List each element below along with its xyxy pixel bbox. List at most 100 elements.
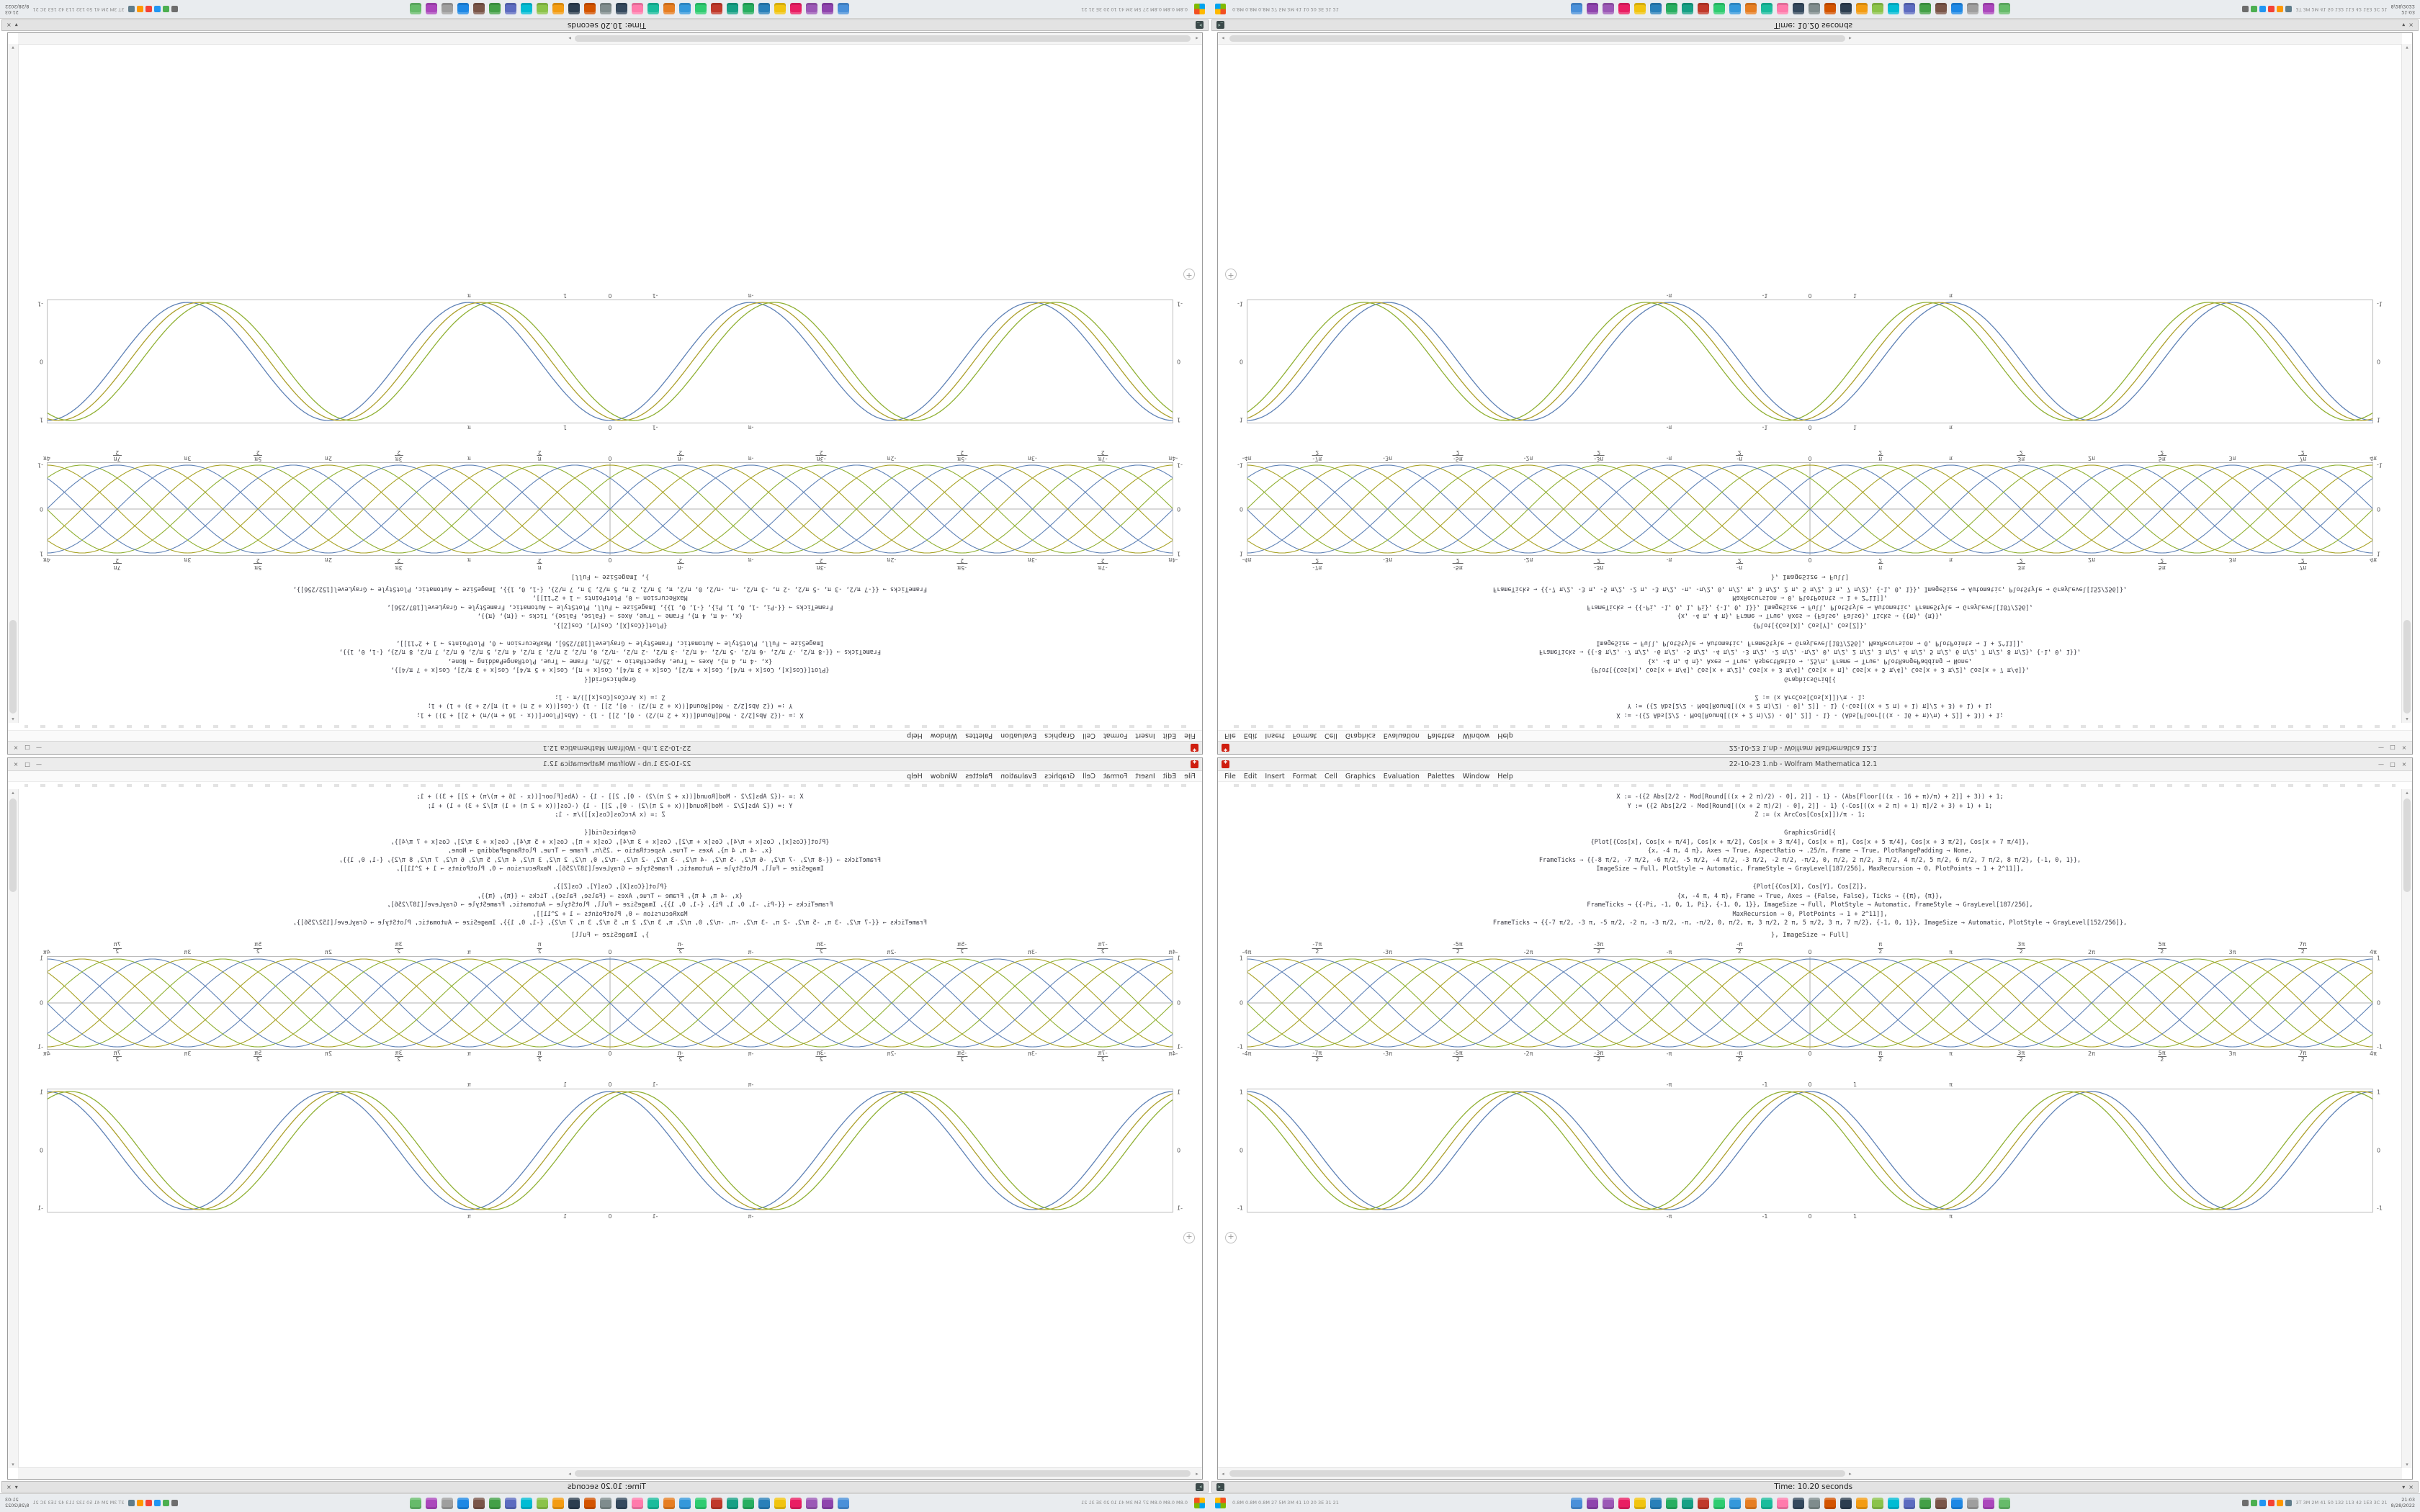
window-control-button[interactable]: — [2378, 761, 2384, 768]
menu-item[interactable]: Edit [1162, 732, 1177, 740]
taskbar-app-icon[interactable] [1999, 3, 2011, 15]
window-control-button[interactable]: — [36, 744, 42, 751]
menu-item[interactable]: Window [930, 772, 958, 780]
taskbar-app-icon[interactable] [568, 3, 580, 15]
menu-item[interactable]: Evaluation [1383, 772, 1420, 780]
menu-item[interactable]: File [1184, 772, 1196, 780]
tray-icon[interactable] [162, 6, 169, 12]
menu-item[interactable]: Format [1103, 772, 1128, 780]
taskbar-app-icon[interactable] [457, 1497, 469, 1509]
start-icon[interactable] [1215, 4, 1226, 14]
taskbar-app-icon[interactable] [821, 3, 833, 15]
taskbar-app-icon[interactable] [1666, 3, 1678, 15]
code-cell[interactable]: X := -({2 Abs[2/2 - Mod[Round[((x + 2 π)… [1218, 585, 2402, 720]
vertical-scroll-thumb[interactable] [9, 798, 17, 892]
taskbar-app-icon[interactable] [552, 3, 564, 15]
taskbar-app-icon[interactable] [1634, 3, 1646, 15]
tray-icon[interactable] [145, 6, 152, 12]
taskbar-app-icon[interactable] [1824, 1497, 1837, 1509]
horizontal-scrollbar[interactable]: ◂ ▸ [1218, 33, 2402, 45]
insert-cell-plus-icon[interactable]: + [1183, 269, 1195, 281]
horizontal-scrollbar[interactable]: ◂ ▸ [1218, 1467, 2402, 1479]
taskbar-app-icon[interactable] [774, 1497, 786, 1509]
window-control-button[interactable]: — [2378, 744, 2384, 751]
taskbar-app-icon[interactable] [1777, 1497, 1789, 1509]
tray-icon[interactable] [2259, 6, 2267, 12]
timer-bar-button[interactable]: × [6, 1483, 12, 1490]
code-cell[interactable]: X := -({2 Abs[2/2 - Mod[Round[((x + 2 π)… [1218, 793, 2402, 928]
tray-icon[interactable] [2259, 1500, 2267, 1506]
horizontal-scroll-thumb[interactable] [575, 1470, 1191, 1477]
tray-icon[interactable] [127, 1500, 135, 1506]
vertical-scroll-thumb[interactable] [2403, 798, 2411, 892]
menu-item[interactable]: Insert [1265, 732, 1285, 740]
menu-item[interactable]: Edit [1243, 772, 1258, 780]
menu-item[interactable]: Palettes [1427, 732, 1455, 740]
taskbar-app-icon[interactable] [425, 3, 437, 15]
menu-item[interactable]: File [1224, 732, 1236, 740]
taskbar-app-icon[interactable] [1761, 1497, 1773, 1509]
output-plot-braid[interactable]: -4π -7π 2 -3π -5π 2 -2π -3π 2 -π -π 2 0 π 2 π 3π 2 2π 5π 2 3π… [37, 941, 1183, 1063]
taskbar-app-icon[interactable] [441, 3, 453, 15]
taskbar-clock[interactable]: 21:03 8/28/2022 [2391, 1497, 2415, 1509]
menu-item[interactable]: Insert [1135, 772, 1155, 780]
scroll-right-icon[interactable]: ▸ [568, 1470, 571, 1477]
taskbar-app-icon[interactable] [1983, 1497, 1995, 1509]
taskbar-app-icon[interactable] [1951, 3, 1963, 15]
taskbar-app-icon[interactable] [631, 1497, 643, 1509]
taskbar-clock[interactable]: 21:03 8/28/2022 [2391, 4, 2415, 16]
menu-item[interactable]: Cell [1083, 772, 1095, 780]
taskbar-app-icon[interactable] [1809, 3, 1821, 15]
taskbar-app-icon[interactable] [1935, 1497, 1948, 1509]
start-icon[interactable] [1194, 1498, 1205, 1508]
taskbar-app-icon[interactable] [599, 1497, 611, 1509]
taskbar-app-icon[interactable] [1650, 3, 1662, 15]
start-icon[interactable] [1194, 4, 1205, 14]
menu-item[interactable]: Cell [1325, 732, 1337, 740]
tray-icon[interactable] [2251, 1500, 2258, 1506]
taskbar-app-icon[interactable] [1587, 3, 1599, 15]
menu-item[interactable]: Help [907, 732, 923, 740]
taskbar-app-icon[interactable] [1888, 1497, 1900, 1509]
taskbar-app-icon[interactable] [789, 3, 802, 15]
timer-bar-button[interactable]: ▾ [2402, 22, 2406, 29]
taskbar-app-icon[interactable] [1618, 1497, 1631, 1509]
tray-icon[interactable] [171, 1500, 178, 1506]
output-plot-trio[interactable]: -π -1 0 1 π -π -1 0 1 π 1 0 -1 1 0 -1 [37, 288, 1183, 436]
tray-icon[interactable] [162, 1500, 169, 1506]
taskbar-app-icon[interactable] [457, 3, 469, 15]
tray-icon[interactable] [2277, 1500, 2284, 1506]
insert-cell-plus-icon[interactable]: + [1183, 1231, 1195, 1243]
tray-icon[interactable] [2242, 1500, 2249, 1506]
taskbar-app-icon[interactable] [409, 1497, 421, 1509]
output-plot-braid[interactable]: -4π -7π 2 -3π -5π 2 -2π -3π 2 -π -π 2 0 π 2 π 3π 2 2π 5π 2 3π… [37, 449, 1183, 571]
window-control-button[interactable]: □ [2390, 761, 2396, 768]
taskbar-app-icon[interactable] [1745, 3, 1757, 15]
taskbar-app-icon[interactable] [694, 3, 707, 15]
window-titlebar[interactable]: * 22-10-23 1.nb - Wolfram Mathematica 12… [8, 758, 1202, 771]
taskbar-app-icon[interactable] [1682, 3, 1694, 15]
taskbar-app-icon[interactable] [663, 1497, 675, 1509]
window-control-button[interactable]: □ [24, 744, 30, 751]
menu-item[interactable]: Graphics [1345, 772, 1376, 780]
scroll-right-icon[interactable]: ▸ [568, 35, 571, 42]
taskbar-app-icon[interactable] [1729, 1497, 1742, 1509]
tray-icon[interactable] [2268, 1500, 2275, 1506]
taskbar-app-icon[interactable] [1872, 3, 1884, 15]
taskbar-app-icon[interactable] [1618, 3, 1631, 15]
code-cell[interactable]: X := -({2 Abs[2/2 - Mod[Round[((x + 2 π)… [18, 793, 1202, 928]
taskbar-app-icon[interactable] [1856, 1497, 1868, 1509]
taskbar-app-icon[interactable] [1793, 1497, 1805, 1509]
vertical-scroll-thumb[interactable] [2403, 620, 2411, 714]
taskbar-app-icon[interactable] [758, 3, 770, 15]
taskbar-app-icon[interactable] [837, 1497, 849, 1509]
taskbar-app-icon[interactable] [1840, 3, 1852, 15]
window-control-button[interactable]: × [13, 761, 19, 768]
timer-bar[interactable]: >_ Time: 10.20 seconds ▾ × [1211, 19, 2419, 31]
vertical-scrollbar[interactable]: ▴ ▾ [2401, 789, 2412, 1468]
taskbar-app-icon[interactable] [599, 3, 611, 15]
tray-icon[interactable] [136, 6, 143, 12]
scroll-right-icon[interactable]: ▸ [1849, 1470, 1852, 1477]
scroll-left-icon[interactable]: ◂ [1222, 35, 1224, 42]
tray-icon[interactable] [127, 6, 135, 12]
